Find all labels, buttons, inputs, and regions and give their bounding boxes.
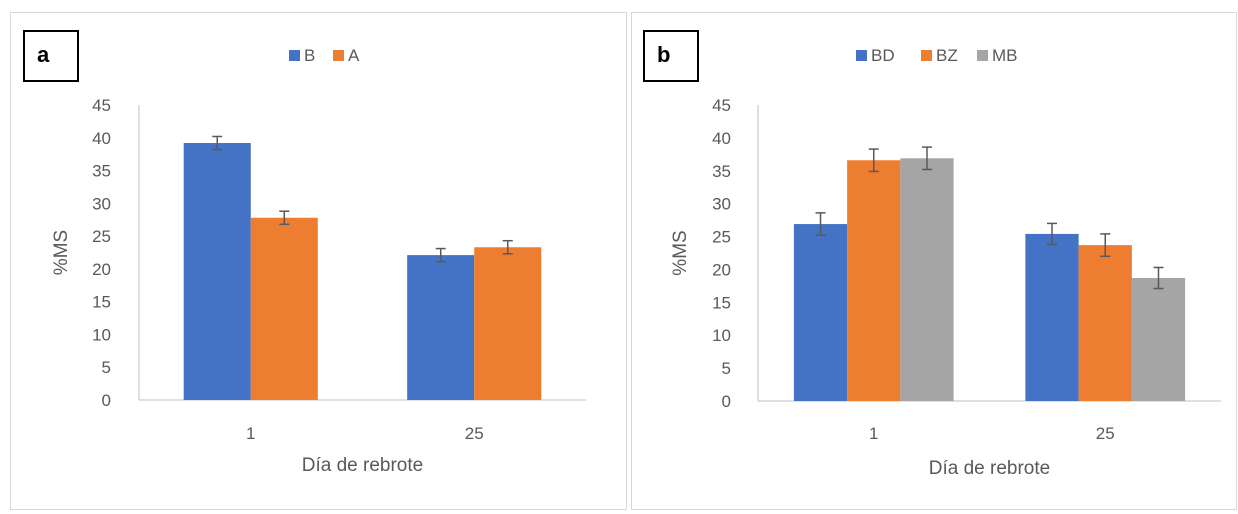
legend-label-mb: MB	[992, 46, 1018, 65]
bar-a-1	[250, 217, 318, 400]
y-tick-label: 10	[712, 326, 731, 345]
legend-swatch-a	[333, 50, 344, 61]
y-tick-label: 5	[102, 358, 111, 377]
legend-swatch-bz	[921, 50, 932, 61]
bar-bd-1	[793, 224, 848, 401]
legend-label-a: A	[348, 46, 360, 65]
y-tick-label: 0	[722, 392, 731, 411]
y-tick-label: 45	[712, 96, 731, 115]
y-tick-label: 25	[712, 228, 731, 247]
x-axis-title: Día de rebrote	[929, 458, 1050, 479]
x-tick-label: 1	[869, 424, 878, 443]
y-tick-label: 30	[712, 195, 731, 214]
y-tick-label: 10	[92, 325, 111, 344]
bar-bz-25	[1078, 245, 1132, 401]
x-tick-label: 1	[246, 424, 255, 443]
bar-mb-25	[1131, 277, 1186, 401]
y-tick-label: 30	[92, 194, 111, 213]
bar-mb-1	[900, 158, 954, 401]
y-tick-label: 5	[722, 359, 731, 378]
panel-label-b: b	[643, 30, 699, 82]
chart-panel-b: b 0 5 10 15 20 25 30 35 40 45 1 25 %MS Día de rebrote…	[631, 12, 1237, 510]
legend-swatch-b	[289, 50, 300, 61]
chart-panel-a: a 0 5 10 15 20 25 30 35 40 45 1 25 %MS Día de rebrote…	[10, 12, 627, 510]
x-tick-label: 25	[465, 424, 484, 443]
y-tick-label: 15	[712, 293, 731, 312]
y-tick-label: 45	[92, 96, 111, 115]
y-tick-label: 15	[92, 293, 111, 312]
bar-bd-25	[1025, 233, 1079, 401]
y-tick-label: 40	[712, 129, 731, 148]
panel-label-a: a	[23, 30, 79, 82]
y-tick-label: 0	[102, 391, 111, 410]
legend-label-bz: BZ	[936, 46, 958, 65]
legend-swatch-bd	[856, 50, 867, 61]
y-tick-label: 35	[92, 162, 111, 181]
y-tick-label: 40	[92, 129, 111, 148]
x-tick-label: 25	[1096, 424, 1115, 443]
bar-b-25	[407, 255, 475, 400]
y-tick-label: 20	[92, 260, 111, 279]
legend-label-b: B	[304, 46, 315, 65]
y-tick-label: 35	[712, 162, 731, 181]
y-tick-label: 25	[92, 227, 111, 246]
bar-b-1	[183, 143, 251, 400]
bar-bz-1	[847, 160, 901, 401]
y-tick-label: 20	[712, 260, 731, 279]
bar-chart-a: 0 5 10 15 20 25 30 35 40 45 1 25 %MS Día de rebrote B A	[51, 46, 586, 476]
y-axis-title: %MS	[51, 230, 72, 275]
legend-swatch-mb	[977, 50, 988, 61]
bar-chart-b: 0 5 10 15 20 25 30 35 40 45 1 25 %MS Día de rebrote BD…	[670, 46, 1221, 479]
bar-a-25	[474, 247, 542, 400]
y-axis-title: %MS	[670, 230, 691, 275]
x-axis-title: Día de rebrote	[302, 455, 423, 476]
legend-label-bd: BD	[871, 46, 895, 65]
